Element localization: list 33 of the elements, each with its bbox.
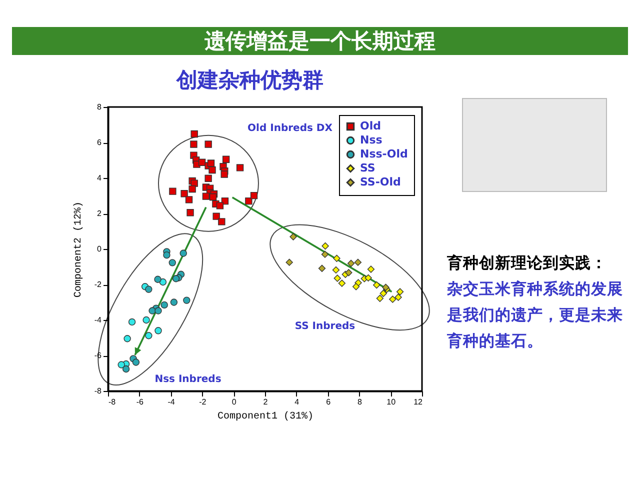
x-tick-label: -6 (136, 398, 144, 406)
annotation: SS Inbreds (294, 321, 356, 332)
y-tick-label: 8 (97, 102, 102, 112)
x-tick-label: 6 (326, 398, 332, 406)
text: 杂交玉米育种系统的发展是我们的遗产，更是未来育种的基石。 (447, 279, 624, 352)
legend-label: SS-Old (360, 176, 401, 188)
annotation: Old Inbreds DX (248, 123, 333, 134)
y-axis-title: Component2 (12%) (72, 201, 84, 298)
y-tick-label: -8 (94, 386, 102, 396)
x-tick-label: 12 (414, 398, 424, 406)
x-axis-title: Component1 (31%) (217, 410, 314, 422)
x-tick-label: 10 (386, 398, 396, 406)
y-tick-label: 6 (97, 138, 102, 147)
y-tick-label: 2 (97, 209, 102, 218)
annotation: Nss Inbreds (154, 374, 222, 385)
chart-subtitle: 创建杂种优势群 (175, 67, 324, 94)
x-tick-label: 0 (232, 398, 237, 406)
y-tick-label: -4 (94, 316, 102, 324)
x-tick-label: 2 (263, 398, 268, 406)
x-tick-label: -4 (168, 398, 176, 406)
legend-label: Nss-Old (360, 148, 408, 160)
y-tick-label: -2 (94, 280, 102, 289)
x-tick-label: 8 (357, 398, 362, 406)
legend-label: Nss (360, 134, 383, 146)
legend-label: SS (360, 162, 376, 174)
legend-label: Old (360, 120, 381, 132)
x-tick-label: 4 (294, 398, 300, 406)
chart-title: 遗传增益是一个长期过程 (12, 27, 628, 55)
x-tick-label: -8 (108, 398, 116, 406)
text: 育种创新理论到实践： (447, 253, 608, 274)
y-tick-label: 4 (97, 174, 102, 182)
x-tick-label: -2 (199, 398, 207, 406)
y-tick-label: 0 (97, 244, 102, 254)
